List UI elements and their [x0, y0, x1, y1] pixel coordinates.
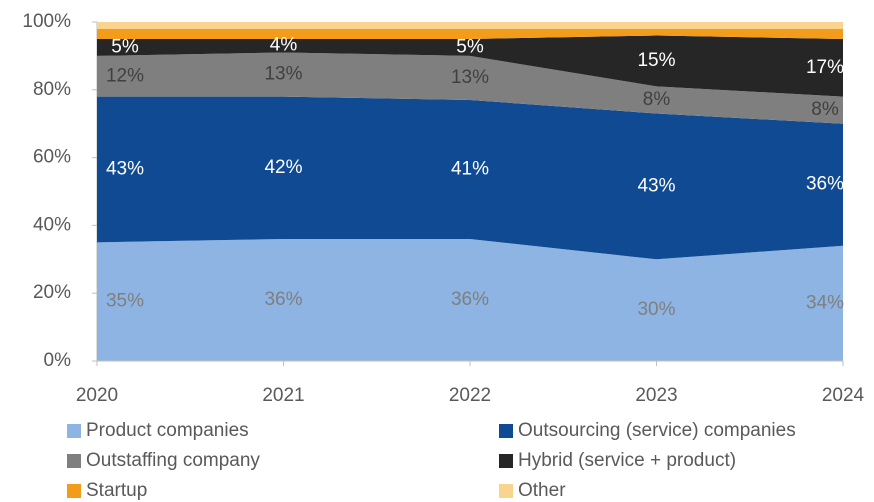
data-label: 36% [451, 289, 489, 310]
data-label: 42% [264, 157, 302, 178]
data-label: 13% [264, 64, 302, 85]
legend-label: Other [518, 480, 566, 501]
y-tick-label: 100% [22, 11, 71, 32]
data-label: 15% [637, 50, 675, 71]
data-label: 35% [106, 291, 144, 312]
y-tick-label: 40% [33, 214, 71, 235]
area [97, 22, 843, 29]
data-label: 41% [451, 158, 489, 179]
data-label: 34% [806, 292, 844, 313]
legend-label: Outsourcing (service) companies [518, 420, 796, 441]
area [97, 52, 843, 124]
data-label: 5% [456, 36, 484, 57]
data-label: 13% [451, 67, 489, 88]
legend-label: Outstaffing company [86, 450, 260, 471]
data-label: 12% [106, 65, 144, 86]
y-tick-label: 20% [33, 282, 71, 303]
legend-label: Startup [86, 480, 147, 501]
data-label: 8% [811, 99, 839, 120]
data-label: 4% [270, 35, 298, 56]
y-tick-label: 60% [33, 147, 71, 168]
data-label: 43% [637, 175, 675, 196]
data-label: 8% [643, 89, 671, 110]
legend-swatch [499, 424, 513, 438]
legend-swatch [67, 484, 81, 498]
x-tick-label: 2023 [635, 385, 677, 406]
data-label: 43% [106, 158, 144, 179]
area [97, 28, 843, 39]
y-tick-label: 0% [44, 350, 72, 371]
legend-swatch [499, 484, 513, 498]
data-label: 17% [806, 57, 844, 78]
legend-swatch [67, 424, 81, 438]
x-tick-label: 2024 [822, 385, 865, 406]
data-label: 36% [264, 289, 302, 310]
data-label: 36% [806, 174, 844, 195]
data-label: 30% [637, 299, 675, 320]
legend-label: Hybrid (service + product) [518, 450, 736, 471]
y-tick-label: 80% [33, 79, 71, 100]
legend-swatch [67, 454, 81, 468]
area [97, 35, 843, 97]
legend-label: Product companies [86, 420, 249, 441]
x-tick-label: 2020 [76, 385, 118, 406]
x-tick-label: 2021 [262, 385, 304, 406]
area [97, 238, 843, 361]
data-label: 5% [111, 36, 139, 57]
x-tick-label: 2022 [449, 385, 491, 406]
legend-swatch [499, 454, 513, 468]
area [97, 96, 843, 260]
